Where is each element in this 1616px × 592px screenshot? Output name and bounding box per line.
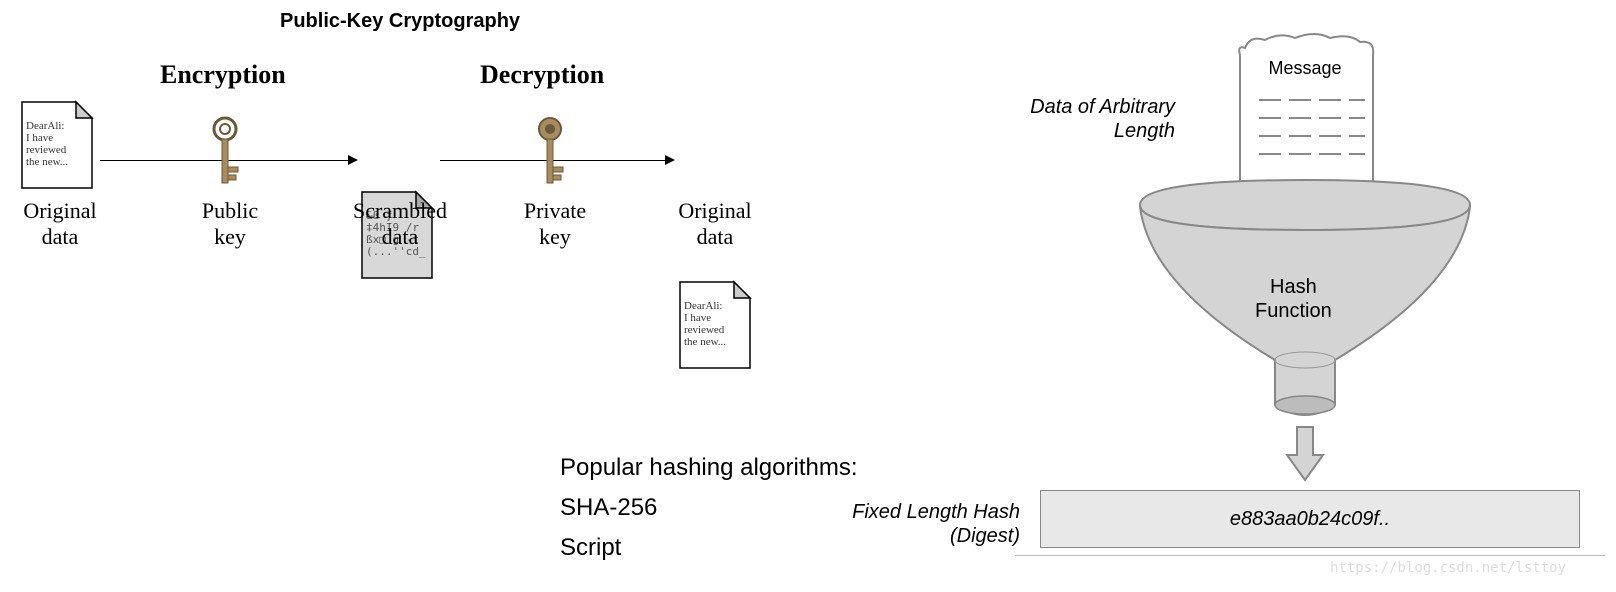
scrambled-data-label: Scrambled data: [340, 198, 460, 251]
original-data-label-2: Original data: [665, 198, 765, 251]
private-key-icon: [530, 115, 570, 200]
crypto-title: Public-Key Cryptography: [280, 10, 520, 33]
hash-output-label: Fixed Length Hash (Digest): [820, 500, 1020, 548]
arrow-decrypt-head: [665, 155, 675, 165]
hash-baseline: [1015, 555, 1605, 556]
algorithm-sha256: SHA-256: [560, 490, 657, 526]
algorithms-heading: Popular hashing algorithms:: [560, 450, 858, 486]
encryption-label: Encryption: [160, 60, 286, 90]
hash-output-value: e883aa0b24c09f..: [1230, 508, 1390, 531]
decryption-label: Decryption: [480, 60, 604, 90]
watermark: https://blog.csdn.net/lsttoy: [1330, 560, 1566, 576]
down-arrow-icon: [1285, 425, 1325, 490]
hash-output-box: e883aa0b24c09f..: [1040, 490, 1580, 548]
message-label: Message: [1255, 58, 1355, 79]
funnel-label: Hash Function: [1255, 275, 1332, 323]
doc-text-1: DearAli: I have reviewed the new...: [26, 120, 88, 168]
original-doc-icon-2: DearAli: I have reviewed the new...: [678, 280, 752, 370]
public-key-label: Public key: [185, 198, 275, 251]
arrow-encrypt-head: [348, 155, 358, 165]
original-doc-icon-1: DearAli: I have reviewed the new...: [20, 100, 94, 190]
private-key-label: Private key: [510, 198, 600, 251]
original-data-label-1: Original data: [10, 198, 110, 251]
doc-text-2: DearAli: I have reviewed the new...: [684, 300, 746, 348]
hash-input-label: Data of Arbitrary Length: [965, 95, 1175, 143]
public-key-icon: [205, 115, 245, 200]
algorithm-script: Script: [560, 530, 621, 566]
